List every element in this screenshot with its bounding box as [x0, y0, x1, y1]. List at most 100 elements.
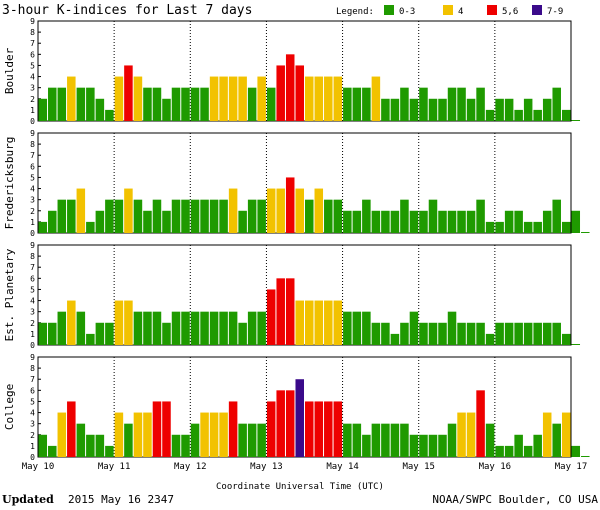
y-tick-label: 0: [30, 341, 35, 350]
k-index-bar: [276, 278, 285, 345]
k-index-bar: [305, 401, 314, 457]
y-tick-label: 2: [30, 319, 35, 328]
y-tick-label: 5: [30, 397, 35, 406]
k-index-bar: [86, 333, 95, 345]
k-index-bar: [209, 199, 219, 233]
legend-entry: 7-9: [547, 7, 563, 17]
y-tick-label: 4: [30, 297, 35, 306]
k-index-bar: [114, 76, 124, 121]
k-index-bar: [504, 322, 514, 345]
k-index-bar: [238, 210, 247, 233]
k-index-bar: [466, 412, 476, 457]
k-index-bar: [266, 289, 276, 345]
k-index-bar: [181, 87, 190, 121]
legend-swatch: [487, 5, 497, 15]
k-index-bar: [390, 423, 400, 457]
k-index-bar: [143, 87, 152, 121]
k-index-bar: [352, 210, 362, 233]
k-index-bar: [38, 98, 48, 121]
k-index-bar: [333, 76, 343, 121]
k-index-bar: [419, 322, 428, 345]
y-tick-label: 5: [30, 173, 35, 182]
panel-label: College: [3, 384, 16, 430]
panel-boulder: 0 1 2 3 4 5 6 7 8 9 Boulder: [3, 17, 581, 126]
k-index-bar: [409, 98, 419, 121]
k-index-bar: [466, 322, 476, 345]
k-index-bar: [124, 188, 133, 233]
legend-entry: 0-3: [399, 7, 415, 17]
y-tick-label: 0: [30, 229, 35, 238]
panel-label: Fredericksburg: [3, 137, 16, 230]
k-index-bar: [428, 98, 438, 121]
k-index-bar: [495, 445, 504, 457]
k-index-bar: [409, 434, 419, 457]
k-index-bar: [228, 401, 238, 457]
k-index-bar: [438, 98, 447, 121]
y-tick-label: 1: [30, 330, 35, 339]
k-index-bar: [257, 423, 266, 457]
legend-entry: 4: [458, 7, 463, 17]
k-index-bar: [428, 322, 438, 345]
k-index-bar: [523, 221, 533, 233]
k-index-bar: [343, 210, 352, 233]
panel-fredericksburg: 0 1 2 3 4 5 6 7 8 9 Fredericksburg: [3, 129, 590, 238]
k-index-bar: [95, 98, 105, 121]
k-index-bar: [542, 412, 552, 457]
k-index-bar: [314, 76, 324, 121]
k-index-bar: [409, 210, 419, 233]
k-index-bar: [381, 322, 390, 345]
k-index-bar: [162, 322, 171, 345]
k-index-bar: [571, 210, 581, 233]
y-tick-label: 8: [30, 140, 35, 149]
k-index-bar: [314, 300, 324, 345]
k-index-bar: [152, 311, 162, 345]
k-index-bar: [447, 423, 457, 457]
k-index-bar: [371, 210, 381, 233]
k-index-bar: [105, 199, 114, 233]
k-index-bar: [162, 98, 171, 121]
k-index-bar: [209, 76, 219, 121]
k-index-bar: [485, 423, 495, 457]
y-tick-label: 9: [30, 17, 35, 26]
footer-source: NOAA/SWPC Boulder, CO USA: [432, 493, 598, 506]
legend-entry: 5,6: [502, 7, 518, 17]
y-tick-label: 0: [30, 453, 35, 462]
k-index-bar: [466, 210, 476, 233]
k-index-bar: [523, 322, 533, 345]
k-index-bar: [143, 311, 152, 345]
k-index-bar: [324, 401, 333, 457]
k-index-bar: [247, 311, 257, 345]
k-index-bar: [400, 423, 409, 457]
y-tick-label: 8: [30, 252, 35, 261]
k-index-bar: [447, 210, 457, 233]
k-index-bar: [419, 87, 428, 121]
k-index-bar: [219, 199, 228, 233]
k-index-bar: [504, 445, 514, 457]
k-index-bar: [381, 423, 390, 457]
k-index-bar: [276, 188, 285, 233]
k-index-bar: [200, 199, 209, 233]
y-tick-label: 7: [30, 375, 35, 384]
k-index-bar: [561, 109, 571, 121]
k-index-bar: [76, 311, 86, 345]
k-index-bar: [495, 322, 504, 345]
k-index-bar: [419, 434, 428, 457]
k-index-bar: [523, 445, 533, 457]
k-index-bar: [48, 87, 57, 121]
k-index-bar: [514, 434, 523, 457]
k-index-bar: [343, 87, 352, 121]
y-tick-label: 4: [30, 185, 35, 194]
k-index-bar: [542, 98, 552, 121]
k-index-bar: [257, 199, 266, 233]
k-index-bar: [38, 322, 48, 345]
y-tick-label: 2: [30, 431, 35, 440]
k-index-bar: [409, 311, 419, 345]
k-index-bar: [495, 221, 504, 233]
k-index-bar: [152, 401, 162, 457]
k-index-bar: [314, 188, 324, 233]
x-axis-label: Coordinate Universal Time (UTC): [216, 482, 384, 492]
k-index-bar: [190, 311, 200, 345]
k-index-bar: [466, 98, 476, 121]
k-index-bar: [171, 199, 181, 233]
k-index-bar: [124, 423, 133, 457]
